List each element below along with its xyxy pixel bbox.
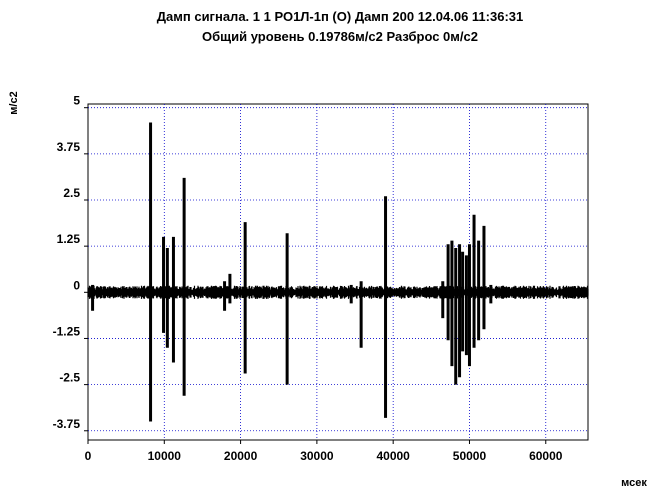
y-tick-label: 5: [73, 94, 80, 108]
y-tick-label: 2.5: [63, 186, 80, 200]
y-tick-label: -3.75: [53, 417, 81, 431]
plot-frame: [87, 103, 589, 441]
y-tick-label: 1.25: [57, 232, 81, 246]
y-tick-label: 0: [73, 278, 80, 292]
axis-ticks: 5 3.75 2.5 1.25 0 -1.25 -2.5 -3.75 0 10000 20000 30…: [53, 94, 563, 463]
x-tick-label: 0: [85, 449, 92, 463]
chart-title: Дамп сигнала. 1 1 РО1Л-1п (О) Дамп 200 1…: [157, 9, 523, 24]
chart-subtitle: Общий уровень 0.19786м/с2 Разброс 0м/с2: [202, 29, 478, 44]
x-tick-label: 60000: [529, 449, 563, 463]
y-axis-label: м/с2: [8, 91, 20, 114]
y-tick-label: 3.75: [57, 140, 81, 154]
y-tick-label: -2.5: [59, 371, 80, 385]
x-tick-label: 50000: [453, 449, 487, 463]
x-tick-label: 10000: [148, 449, 182, 463]
x-axis-label: мсек: [621, 477, 647, 489]
x-tick-label: 40000: [376, 449, 410, 463]
plot-area: 5 3.75 2.5 1.25 0 -1.25 -2.5 -3.75 0 10000 20000 30…: [53, 94, 589, 463]
y-tick-label: -1.25: [53, 324, 81, 338]
x-tick-label: 20000: [224, 449, 258, 463]
x-tick-label: 30000: [300, 449, 334, 463]
